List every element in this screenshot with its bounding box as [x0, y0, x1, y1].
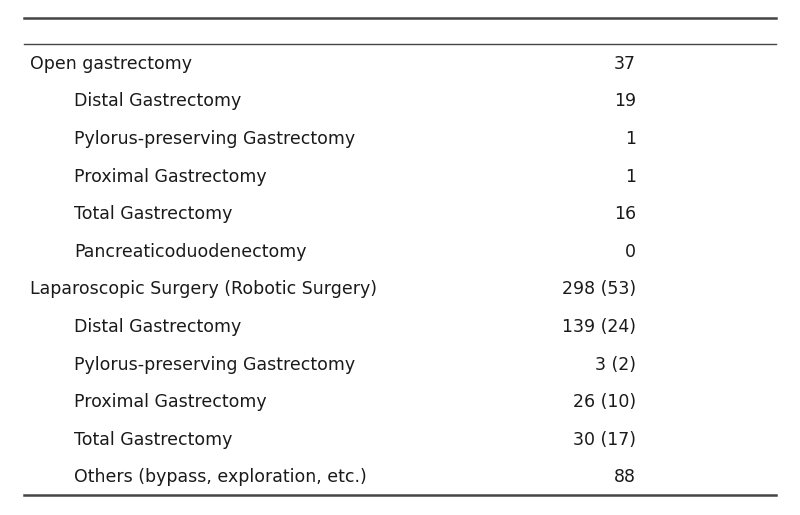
- Text: Distal Gastrectomy: Distal Gastrectomy: [74, 93, 242, 110]
- Text: 139 (24): 139 (24): [562, 318, 636, 336]
- Text: Pancreaticoduodenectomy: Pancreaticoduodenectomy: [74, 243, 307, 261]
- Text: Open gastrectomy: Open gastrectomy: [30, 55, 193, 73]
- Text: Total Gastrectomy: Total Gastrectomy: [74, 205, 233, 223]
- Text: 88: 88: [614, 469, 636, 486]
- Text: 37: 37: [614, 55, 636, 73]
- Text: Distal Gastrectomy: Distal Gastrectomy: [74, 318, 242, 336]
- Text: Proximal Gastrectomy: Proximal Gastrectomy: [74, 168, 267, 185]
- Text: 16: 16: [614, 205, 636, 223]
- Text: Laparoscopic Surgery (Robotic Surgery): Laparoscopic Surgery (Robotic Surgery): [30, 281, 378, 298]
- Text: Pylorus-preserving Gastrectomy: Pylorus-preserving Gastrectomy: [74, 356, 355, 373]
- Text: 19: 19: [614, 93, 636, 110]
- Text: 3 (2): 3 (2): [595, 356, 636, 373]
- Text: 26 (10): 26 (10): [573, 393, 636, 411]
- Text: 0: 0: [625, 243, 636, 261]
- Text: 30 (17): 30 (17): [573, 431, 636, 449]
- Text: 1: 1: [625, 130, 636, 148]
- Text: 298 (53): 298 (53): [562, 281, 636, 298]
- Text: Proximal Gastrectomy: Proximal Gastrectomy: [74, 393, 267, 411]
- Text: 1: 1: [625, 168, 636, 185]
- Text: Others (bypass, exploration, etc.): Others (bypass, exploration, etc.): [74, 469, 367, 486]
- Text: Pylorus-preserving Gastrectomy: Pylorus-preserving Gastrectomy: [74, 130, 355, 148]
- Text: Total Gastrectomy: Total Gastrectomy: [74, 431, 233, 449]
